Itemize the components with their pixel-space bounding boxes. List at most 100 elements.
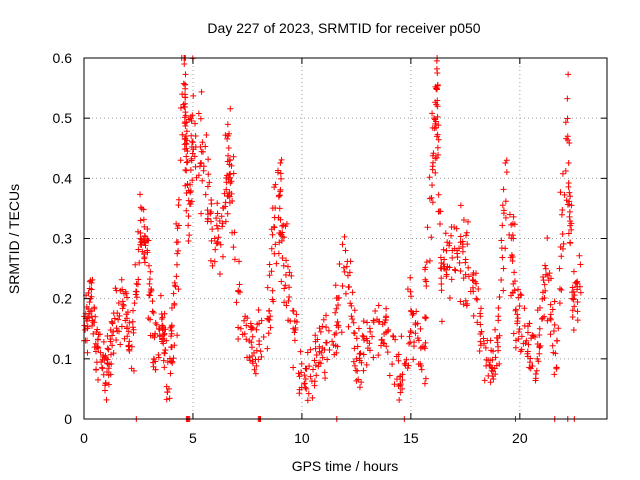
data-point bbox=[557, 189, 564, 196]
data-point bbox=[198, 159, 205, 166]
data-point bbox=[446, 242, 453, 249]
data-point bbox=[182, 109, 189, 116]
data-point bbox=[339, 282, 346, 289]
data-point bbox=[536, 332, 543, 339]
data-point bbox=[168, 305, 175, 312]
data-point bbox=[113, 287, 120, 294]
data-point bbox=[345, 323, 352, 330]
data-point bbox=[174, 332, 181, 339]
data-point bbox=[496, 294, 503, 301]
data-point bbox=[135, 228, 142, 235]
data-point bbox=[140, 216, 147, 223]
data-point bbox=[423, 283, 430, 290]
data-point bbox=[477, 310, 484, 317]
data-point bbox=[473, 295, 480, 302]
data-point bbox=[526, 359, 533, 366]
data-point bbox=[524, 323, 531, 330]
data-point bbox=[434, 97, 441, 104]
data-point bbox=[271, 224, 278, 231]
data-point bbox=[434, 85, 441, 92]
data-point bbox=[417, 325, 424, 332]
data-point bbox=[207, 257, 214, 264]
data-point bbox=[141, 239, 148, 246]
data-point bbox=[422, 339, 429, 346]
data-point bbox=[323, 312, 330, 319]
data-point bbox=[570, 288, 577, 295]
data-point bbox=[88, 279, 95, 286]
data-point bbox=[286, 284, 293, 291]
data-point bbox=[252, 370, 259, 377]
data-point bbox=[333, 295, 340, 302]
data-point bbox=[170, 355, 177, 362]
data-point bbox=[574, 317, 581, 324]
data-point bbox=[134, 281, 141, 288]
data-point bbox=[370, 354, 377, 361]
data-point bbox=[359, 332, 366, 339]
data-point bbox=[220, 205, 227, 212]
data-point bbox=[104, 360, 111, 367]
data-point bbox=[459, 238, 466, 245]
data-point bbox=[320, 316, 327, 323]
data-point bbox=[576, 252, 583, 259]
data-point bbox=[253, 326, 260, 333]
data-point bbox=[205, 156, 212, 163]
data-point bbox=[192, 133, 199, 140]
data-point bbox=[192, 144, 199, 151]
data-point bbox=[131, 300, 138, 307]
data-point bbox=[489, 373, 496, 380]
data-point bbox=[214, 200, 221, 207]
data-point bbox=[158, 315, 165, 322]
data-point bbox=[442, 230, 449, 237]
data-point bbox=[145, 315, 152, 322]
data-point bbox=[536, 304, 543, 311]
data-point bbox=[265, 330, 272, 337]
data-point bbox=[421, 345, 428, 352]
data-point bbox=[526, 364, 533, 371]
data-point bbox=[383, 329, 390, 336]
data-point bbox=[549, 306, 556, 313]
data-point bbox=[258, 353, 265, 360]
data-point bbox=[456, 259, 463, 266]
data-point bbox=[195, 172, 202, 179]
data-point bbox=[565, 159, 572, 166]
data-point bbox=[343, 263, 350, 270]
data-point bbox=[86, 314, 93, 321]
data-point bbox=[421, 380, 428, 387]
data-point bbox=[185, 222, 192, 229]
data-point bbox=[516, 302, 523, 309]
data-point bbox=[562, 119, 569, 126]
data-point bbox=[366, 347, 373, 354]
x-tick-label: 0 bbox=[80, 430, 88, 446]
data-point bbox=[257, 348, 264, 355]
data-point bbox=[145, 237, 152, 244]
data-point bbox=[235, 324, 242, 331]
data-point bbox=[157, 333, 164, 340]
data-point bbox=[209, 226, 216, 233]
data-point bbox=[459, 243, 466, 250]
data-point bbox=[423, 259, 430, 266]
data-point bbox=[142, 242, 149, 249]
data-point bbox=[516, 325, 523, 332]
data-point bbox=[560, 240, 567, 247]
data-point bbox=[353, 355, 360, 362]
data-point bbox=[319, 354, 326, 361]
data-point bbox=[253, 362, 260, 369]
data-point bbox=[99, 354, 106, 361]
data-point bbox=[156, 326, 163, 333]
data-point bbox=[249, 360, 256, 367]
data-point bbox=[415, 361, 422, 368]
data-point bbox=[129, 318, 136, 325]
data-point bbox=[487, 337, 494, 344]
data-point bbox=[161, 310, 168, 317]
data-point bbox=[350, 329, 357, 336]
data-point bbox=[576, 283, 583, 290]
data-point bbox=[395, 351, 402, 358]
data-point bbox=[520, 340, 527, 347]
data-point bbox=[249, 325, 256, 332]
data-point bbox=[108, 351, 114, 358]
data-point bbox=[302, 376, 309, 383]
data-point bbox=[559, 207, 566, 214]
data-point bbox=[107, 371, 114, 378]
data-point bbox=[211, 258, 218, 265]
data-point bbox=[206, 179, 213, 186]
